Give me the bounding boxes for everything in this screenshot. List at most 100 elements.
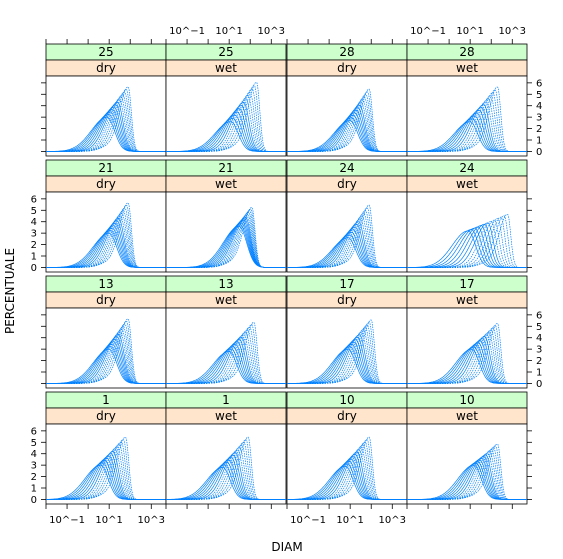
plot-frame: [165, 191, 287, 273]
y-tick-label: 6: [536, 78, 542, 89]
panel: 24 wet: [406, 159, 532, 273]
strip-top-label: 24: [459, 161, 474, 175]
y-tick-label: 1: [31, 252, 37, 263]
y-tick-label: 6: [31, 426, 37, 437]
plot-frame: [165, 75, 287, 157]
x-tick-label: 10^−1: [49, 515, 85, 526]
y-tick-label: 3: [31, 229, 37, 240]
x-tick-label: 10^1: [456, 26, 483, 37]
panel: 25 wet 10^−1 10^1 10^3: [165, 26, 287, 157]
y-tick-label: 3: [31, 461, 37, 472]
panel: 28 dry: [286, 39, 408, 157]
strip-bottom-label: wet: [456, 177, 478, 191]
strip-bottom-label: dry: [337, 409, 357, 423]
strip-bottom-label: wet: [456, 293, 478, 307]
panel: 1 wet: [165, 391, 287, 509]
y-axis-title: PERCENTUALE: [3, 248, 17, 334]
x-tick-label: 10^1: [336, 515, 363, 526]
y-tick-label: 2: [536, 124, 542, 135]
plot-frame: [165, 307, 287, 389]
series-line: [46, 436, 166, 500]
plot-frame: [406, 191, 528, 273]
strip-top-label: 13: [218, 277, 233, 291]
x-tick-label: 10^3: [138, 515, 165, 526]
strip-top-label: 25: [98, 45, 113, 59]
y-tick-label: 4: [31, 449, 37, 460]
series-line: [166, 206, 286, 268]
y-tick-label: 0: [31, 495, 37, 506]
strip-bottom-label: dry: [96, 61, 116, 75]
strip-bottom-label: wet: [456, 409, 478, 423]
y-tick-label: 1: [31, 484, 37, 495]
y-tick-label: 5: [536, 322, 542, 333]
y-tick-label: 0: [31, 263, 37, 274]
series-line: [287, 436, 407, 500]
strip-bottom-label: wet: [215, 293, 237, 307]
panel: 13 dry: [41, 275, 167, 389]
strip-top-label: 28: [459, 45, 474, 59]
strip-top-label: 21: [98, 161, 113, 175]
strip-top-label: 25: [218, 45, 233, 59]
series-line: [287, 204, 407, 268]
y-tick-label: 4: [31, 217, 37, 228]
x-tick-label: 10^−1: [290, 515, 326, 526]
y-tick-label: 6: [536, 310, 542, 321]
x-tick-label: 10^1: [215, 26, 242, 37]
y-tick-label: 1: [536, 136, 542, 147]
plot-frame: [45, 423, 167, 505]
strip-top-label: 10: [459, 393, 474, 407]
x-tick-label: 10^3: [499, 26, 526, 37]
strip-top-label: 13: [98, 277, 113, 291]
strip-bottom-label: wet: [456, 61, 478, 75]
panel: 10 dry 10^−1 10^1 10^3: [286, 391, 408, 526]
strip-top-label: 1: [102, 393, 110, 407]
plot-frame: [406, 423, 528, 505]
series-line: [287, 319, 407, 384]
x-axis-title: DIAM: [271, 540, 302, 554]
x-tick-label: 10^−1: [169, 26, 205, 37]
series-line: [166, 321, 286, 384]
strip-bottom-label: dry: [337, 61, 357, 75]
panel: 24 dry: [286, 159, 408, 273]
strip-bottom-label: wet: [215, 409, 237, 423]
strip-bottom-label: wet: [215, 61, 237, 75]
series-line: [166, 436, 286, 500]
strip-top-label: 21: [218, 161, 233, 175]
series-line: [166, 81, 286, 152]
y-tick-label: 3: [536, 345, 542, 356]
panel: 10 wet: [406, 391, 532, 509]
strip-bottom-label: dry: [96, 409, 116, 423]
panel: 25 dry: [41, 39, 167, 157]
strip-top-label: 17: [459, 277, 474, 291]
x-tick-label: 10^−1: [410, 26, 446, 37]
x-tick-label: 10^3: [379, 515, 406, 526]
y-tick-label: 5: [31, 206, 37, 217]
y-tick-label: 6: [31, 194, 37, 205]
panel: 21 wet: [165, 159, 287, 273]
plot-frame: [406, 75, 528, 157]
y-tick-label: 2: [536, 356, 542, 367]
series-line: [46, 86, 166, 152]
panel: 17 dry: [286, 275, 408, 389]
series-line: [407, 86, 527, 152]
y-tick-label: 2: [31, 240, 37, 251]
series-line: [287, 88, 407, 152]
strip-top-label: 10: [339, 393, 354, 407]
plot-frame: [286, 75, 408, 157]
x-tick-label: 10^3: [258, 26, 285, 37]
y-tick-label: 4: [536, 333, 542, 344]
strip-bottom-label: dry: [96, 293, 116, 307]
series-line: [407, 443, 527, 500]
plot-frame: [45, 75, 167, 157]
plot-frame: [165, 423, 287, 505]
y-tick-label: 4: [536, 101, 542, 112]
strip-top-label: 17: [339, 277, 354, 291]
series-line: [46, 202, 166, 268]
series-line: [46, 318, 166, 384]
